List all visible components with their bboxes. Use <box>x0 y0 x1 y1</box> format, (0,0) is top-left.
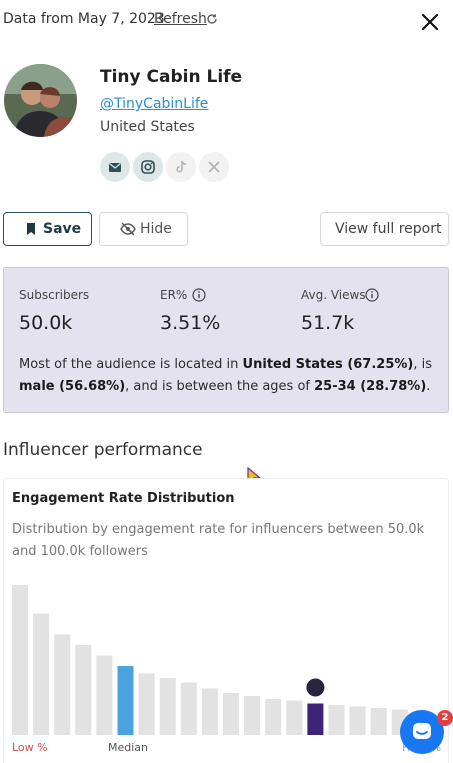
avg-views-label: Avg. Views <box>301 288 366 302</box>
influencer-name: Tiny Cabin Life <box>100 67 243 87</box>
tiktok-button[interactable] <box>166 152 196 182</box>
instagram-button[interactable] <box>133 152 163 182</box>
save-button[interactable]: Save <box>3 212 92 246</box>
er-value: 3.51% <box>160 312 221 334</box>
twitch-icon <box>208 161 220 173</box>
report-label: View full report <box>335 221 442 237</box>
engagement-rate-chart <box>12 585 429 735</box>
chat-icon <box>413 723 431 739</box>
info-icon[interactable] <box>192 288 206 302</box>
data-date: Data from May 7, 2023 <box>3 11 165 27</box>
distribution-bar <box>328 705 345 735</box>
distribution-bar <box>159 678 176 735</box>
median-bar <box>117 666 134 735</box>
distribution-bar <box>286 700 303 735</box>
avatar[interactable] <box>4 64 77 137</box>
instagram-icon <box>141 160 155 174</box>
chat-widget-button[interactable] <box>400 710 444 754</box>
profile-header: Tiny Cabin Life @TinyCabinLife United St… <box>0 58 453 188</box>
stats-panel: Subscribers 50.0k ER% 3.51% Avg. Views 5… <box>3 267 449 413</box>
distribution-bar <box>12 585 28 735</box>
refresh-link[interactable]: Refresh <box>154 11 207 27</box>
subscribers-label: Subscribers <box>19 288 90 302</box>
avg-views-value: 51.7k <box>301 312 355 334</box>
eye-off-icon <box>120 222 136 236</box>
hide-label: Hide <box>140 221 172 237</box>
influencer-marker-avatar <box>304 676 327 699</box>
distribution-bar <box>96 655 113 735</box>
card-subtitle: Distribution by engagement rate for infl… <box>12 522 425 559</box>
distribution-bar <box>54 634 71 735</box>
distribution-bar <box>265 699 282 735</box>
distribution-bar <box>370 708 387 735</box>
distribution-bar <box>138 673 155 735</box>
refresh-icon[interactable] <box>206 13 218 25</box>
section-title-performance: Influencer performance <box>3 440 203 460</box>
tiktok-icon <box>176 160 187 173</box>
x-axis-low-label: Low % <box>12 741 48 754</box>
hide-button[interactable]: Hide <box>99 212 188 246</box>
bookmark-icon <box>27 223 35 235</box>
audience-summary: Most of the audience is located in Unite… <box>19 357 433 394</box>
view-full-report-button[interactable]: View full report <box>320 212 449 246</box>
influencer-handle-link[interactable]: @TinyCabinLife <box>100 96 209 112</box>
distribution-bar <box>244 696 261 735</box>
distribution-bar <box>349 706 366 735</box>
distribution-bar <box>180 682 197 735</box>
distribution-bar <box>75 645 92 735</box>
x-axis-median-label: Median <box>108 741 149 754</box>
top-bar: Data from May 7, 2023 Refresh <box>0 0 453 44</box>
er-label: ER% <box>160 288 188 302</box>
distribution-bar <box>223 693 239 735</box>
subscribers-value: 50.0k <box>19 312 73 334</box>
engagement-distribution-card: Engagement Rate Distribution Distributio… <box>3 478 449 763</box>
twitch-button[interactable] <box>199 152 229 182</box>
chat-notification-badge: 2 <box>437 710 453 726</box>
close-icon[interactable] <box>418 10 442 34</box>
distribution-bar <box>201 688 218 735</box>
save-label: Save <box>43 221 82 237</box>
distribution-bar <box>33 613 50 735</box>
email-button[interactable] <box>100 152 130 182</box>
influencer-bar <box>307 703 324 735</box>
card-title: Engagement Rate Distribution <box>12 491 235 506</box>
info-icon[interactable] <box>365 288 379 302</box>
email-icon <box>109 163 121 172</box>
influencer-country: United States <box>100 119 195 135</box>
